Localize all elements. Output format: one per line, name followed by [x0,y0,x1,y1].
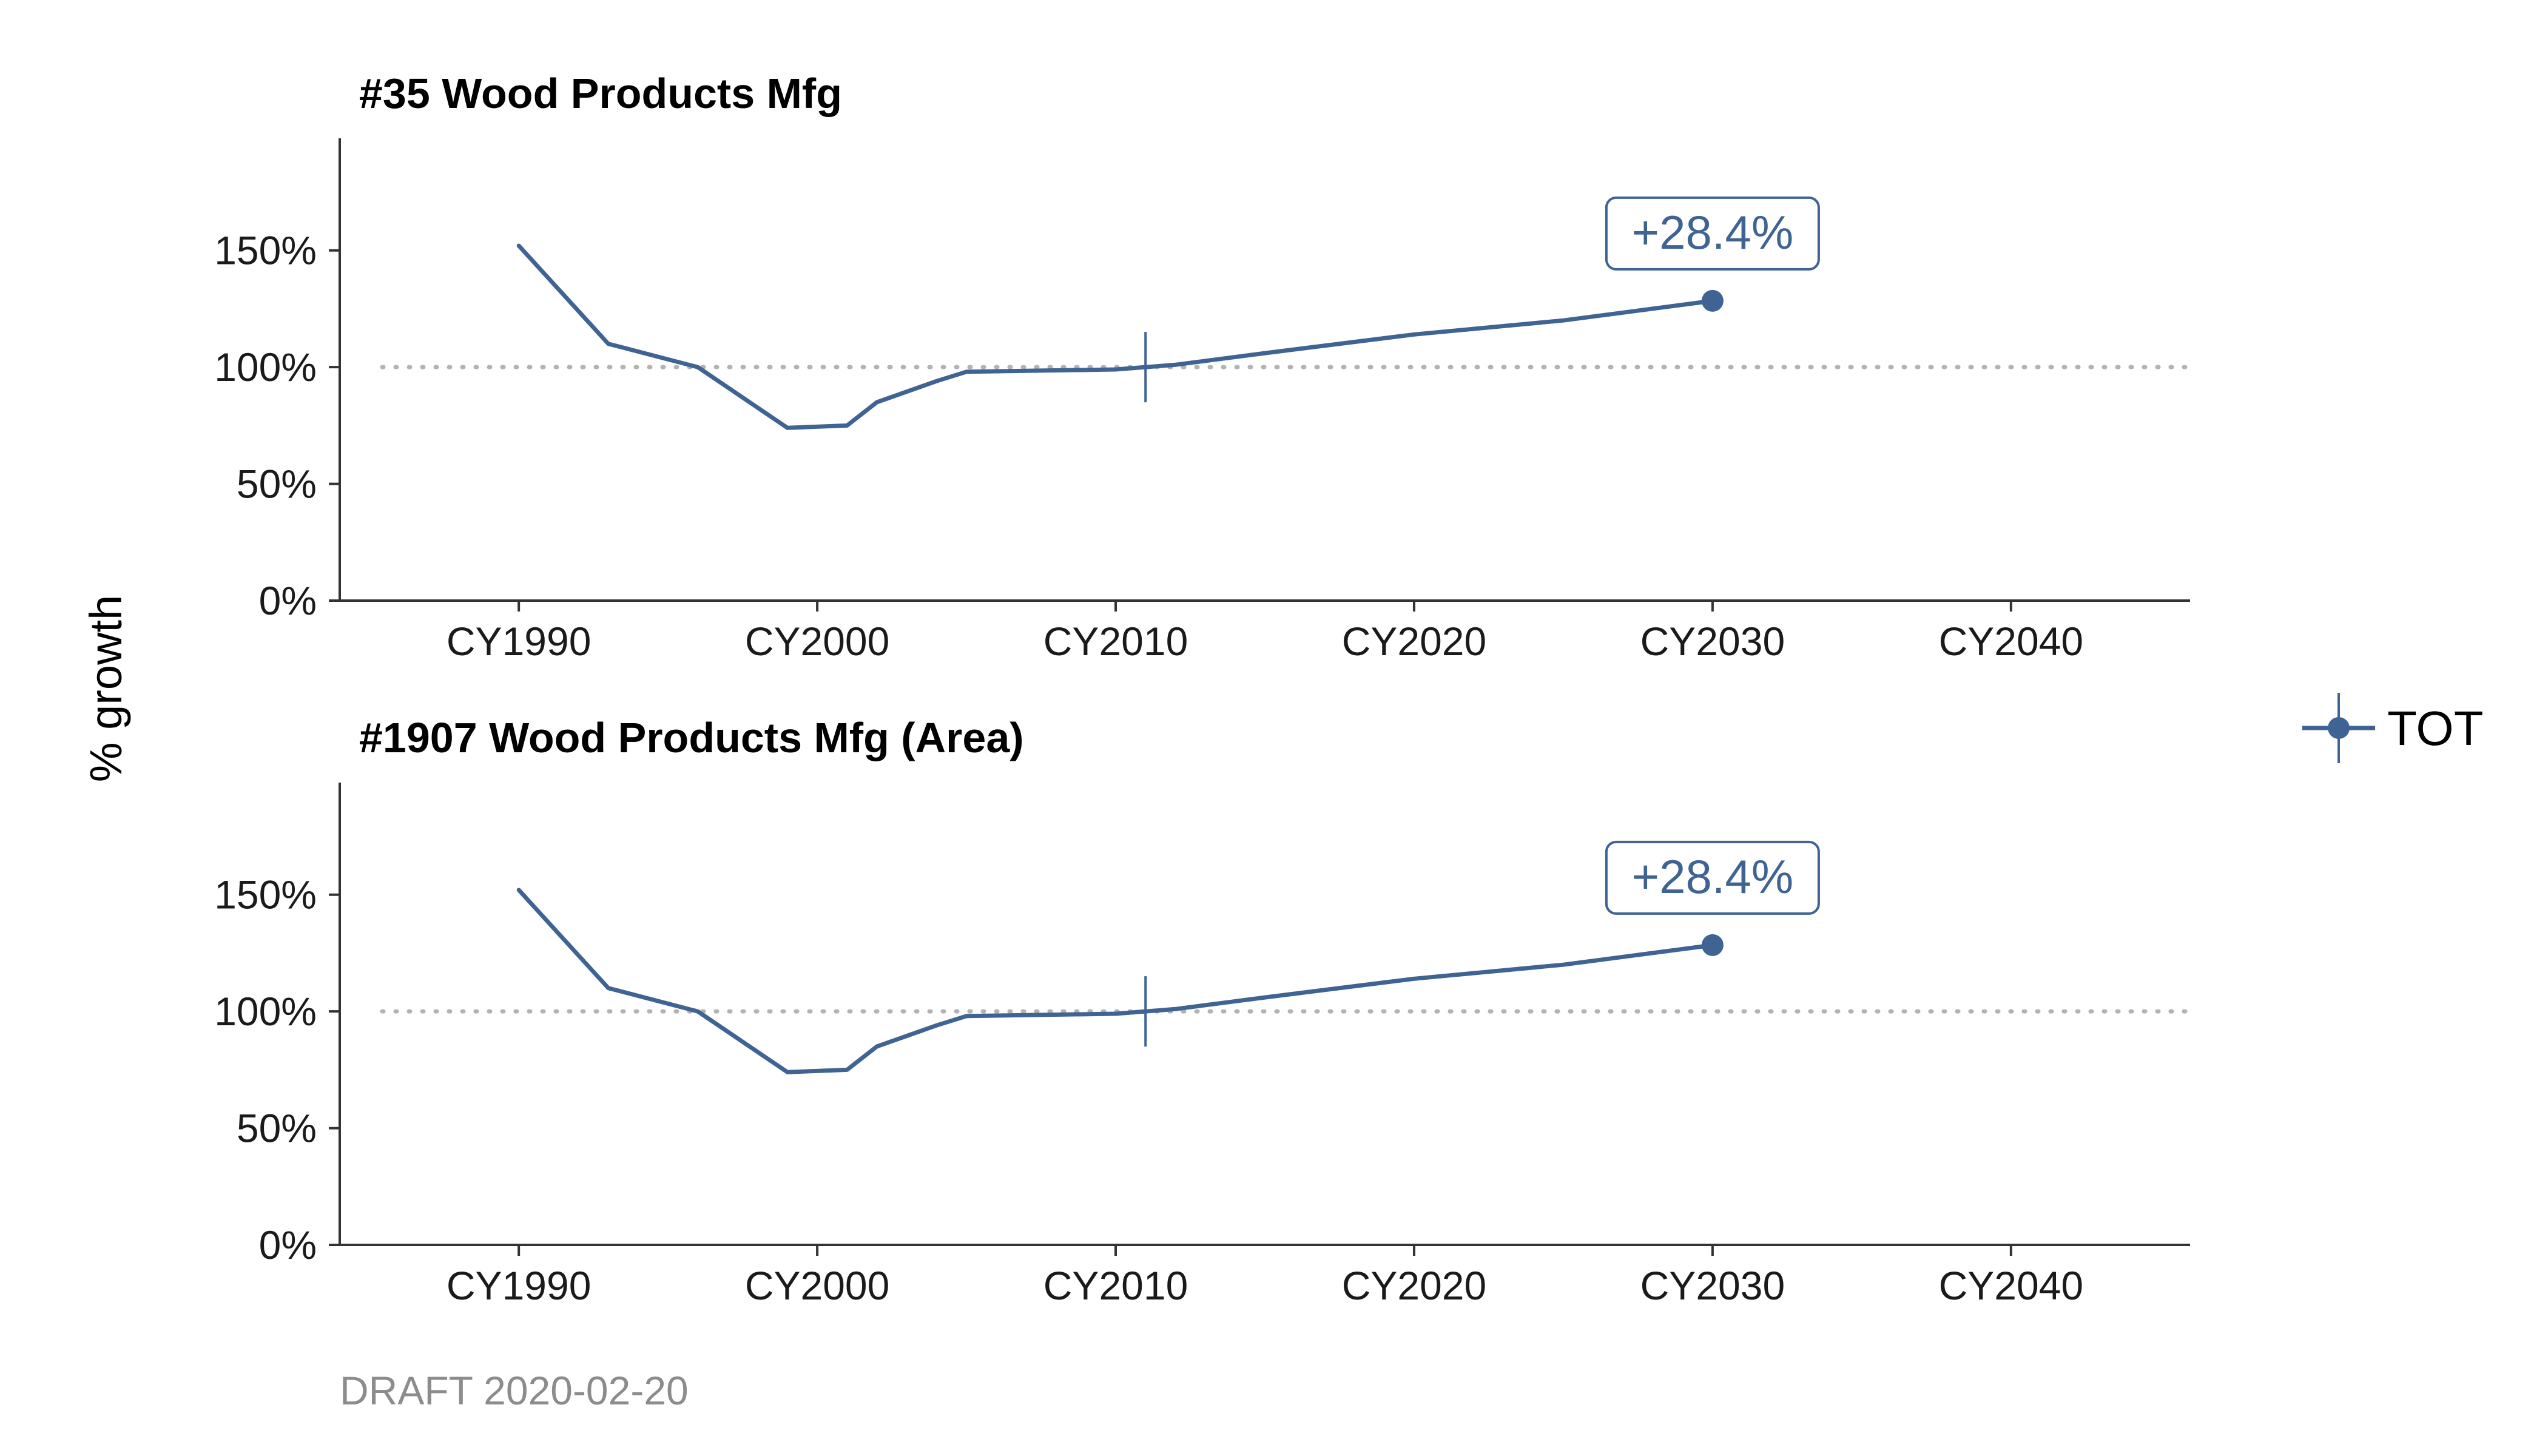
annotation-label: +28.4% [1632,206,1794,259]
draft-caption: DRAFT 2020-02-20 [340,1368,689,1413]
series-line-tot [516,243,1715,430]
y-tick-label: 50% [237,1106,317,1151]
panels: #35 Wood Products Mfg 0% 50% 100% 150% CY1990… [214,70,2192,1308]
annotation-box [1605,840,1820,915]
y-tick-label: 150% [214,228,317,273]
y-axis-title: % growth [81,595,131,782]
legend: TOT [2302,693,2484,763]
x-tick-label: CY2020 [1342,1263,1487,1308]
x-tick-label: CY2030 [1640,619,1785,664]
panel-1: #35 Wood Products Mfg 0% 50% 100% 150% CY1990… [214,70,2192,664]
y-tick-label: 0% [259,578,317,623]
y-tick-label: 100% [214,989,317,1034]
end-point-marker [1701,934,1724,956]
legend-label: TOT [2387,701,2484,755]
y-tick-label: 150% [214,872,317,917]
x-tick-label: CY2040 [1939,619,2084,664]
x-tick-label: CY2000 [745,1263,890,1308]
y-tick-label: 50% [237,462,317,507]
annotation-box [1605,196,1820,271]
panel-2: #1907 Wood Products Mfg (Area) 0% 50% 100% 1… [214,714,2192,1308]
panel-title: #35 Wood Products Mfg [359,70,842,117]
panel-title: #1907 Wood Products Mfg (Area) [359,714,1024,761]
x-tick-label: CY1990 [447,619,592,664]
series-line-tot [516,888,1715,1074]
end-point-marker [1701,289,1724,312]
x-tick-label: CY2000 [745,619,890,664]
y-tick-label: 0% [259,1222,317,1267]
x-tick-label: CY2040 [1939,1263,2084,1308]
annotation-label: +28.4% [1632,850,1794,903]
x-tick-label: CY2020 [1342,619,1487,664]
x-tick-label: CY1990 [447,1263,592,1308]
y-tick-label: 100% [214,345,317,389]
legend-key-point [2328,717,2350,739]
x-tick-label: CY2030 [1640,1263,1785,1308]
x-tick-label: CY2010 [1043,1263,1188,1308]
x-tick-label: CY2010 [1043,619,1188,664]
